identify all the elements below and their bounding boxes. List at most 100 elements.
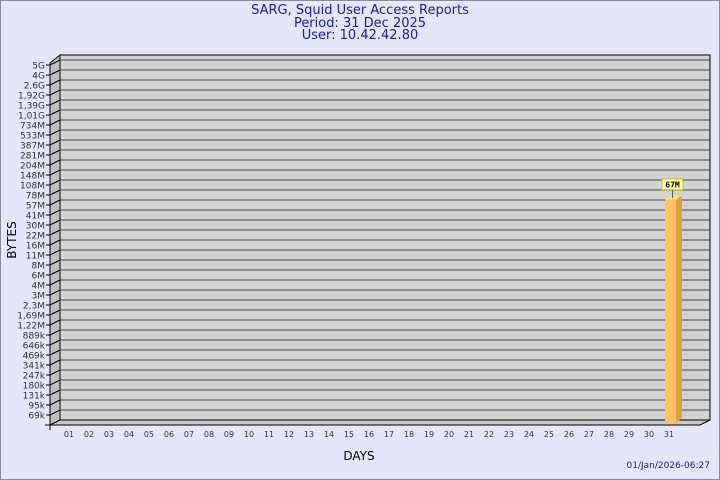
grid-diagonal: [49, 209, 61, 216]
y-tick-label: 11M: [26, 252, 45, 262]
x-tick-label: 25: [544, 430, 554, 439]
data-label: 67M: [665, 180, 680, 189]
x-tick-label: 01: [64, 430, 74, 439]
x-tick-label: 27: [584, 430, 594, 439]
grid-diagonal: [49, 309, 61, 316]
footer-timestamp: 01/Jan/2026-06:27: [626, 461, 710, 471]
y-tick-label: 4M: [32, 282, 46, 292]
x-tick-label: 12: [284, 430, 294, 439]
y-tick-label: 533M: [20, 132, 45, 142]
grid-diagonal: [49, 239, 61, 246]
grid-diagonal: [49, 259, 61, 266]
grid-diagonal: [49, 299, 61, 306]
grid-diagonal: [49, 329, 61, 336]
y-tick-label: 108M: [20, 182, 45, 192]
grid-diagonal: [49, 179, 61, 186]
grid-diagonal: [49, 369, 61, 376]
y-tick-label: 22M: [26, 232, 45, 242]
y-tick-label: 16M: [26, 242, 45, 252]
y-tick-label: 2,6G: [24, 82, 45, 92]
y-tick-label: 1,22M: [17, 322, 45, 332]
grid-diagonal: [49, 79, 61, 86]
chart-period: Period: 31 Dec 2025: [293, 16, 427, 31]
grid-diagonal: [49, 129, 61, 136]
grid-diagonal: [49, 359, 61, 366]
grid-diagonal: [49, 409, 61, 416]
x-tick-label: 29: [624, 430, 634, 439]
grid-diagonal: [49, 199, 61, 206]
x-tick-label: 11: [264, 430, 274, 439]
grid-diagonal: [49, 399, 61, 406]
y-axis-label: BYTES: [5, 221, 19, 258]
grid-diagonal: [49, 339, 61, 346]
x-tick-label: 31: [664, 430, 674, 439]
bar: [665, 199, 676, 423]
y-tick-label: 41M: [26, 212, 45, 222]
x-tick-label: 13: [304, 430, 314, 439]
y-tick-label: 1,01G: [18, 112, 45, 122]
y-tick-label: 131k: [23, 392, 46, 402]
y-tick-label: 69k: [28, 412, 45, 422]
y-tick-label: 204M: [20, 162, 45, 172]
x-tick-label: 28: [604, 430, 614, 439]
grid-diagonal: [49, 279, 61, 286]
grid-diagonal: [49, 159, 61, 166]
grid-diagonal: [49, 189, 61, 196]
data-label-box: [661, 178, 684, 191]
x-tick-label: 24: [524, 430, 534, 439]
y-tick-label: 6M: [32, 272, 46, 282]
grid-diagonal: [49, 349, 61, 356]
x-tick-label: 23: [504, 430, 514, 439]
chart-title: SARG, Squid User Access Reports: [251, 3, 469, 18]
y-tick-label: 8M: [32, 262, 46, 272]
x-tick-label: 17: [384, 430, 394, 439]
y-tick-label: 95k: [28, 402, 45, 412]
grid-diagonal: [49, 69, 61, 76]
x-tick-label: 05: [144, 430, 154, 439]
y-tick-label: 1,92G: [18, 92, 45, 102]
y-tick-label: 5G: [32, 62, 45, 72]
y-tick-label: 78M: [26, 192, 45, 202]
grid-diagonal: [49, 389, 61, 396]
x-tick-label: 26: [564, 430, 574, 439]
bar-top: [665, 194, 682, 200]
grid-diagonal: [49, 289, 61, 296]
x-tick-label: 21: [464, 430, 474, 439]
y-tick-label: 1,39G: [18, 102, 45, 112]
grid-diagonal: [49, 139, 61, 146]
x-tick-label: 02: [84, 430, 94, 439]
x-tick-label: 03: [104, 430, 114, 439]
x-tick-label: 08: [204, 430, 214, 439]
x-tick-label: 22: [484, 430, 494, 439]
x-tick-label: 18: [404, 430, 414, 439]
x-tick-label: 30: [644, 430, 654, 439]
grid-diagonal: [49, 379, 61, 386]
y-tick-label: 341k: [23, 362, 46, 372]
y-tick-label: 2,3M: [23, 302, 45, 312]
grid-diagonal: [49, 219, 61, 226]
y-tick-label: 387M: [20, 142, 45, 152]
grid-diagonal: [49, 229, 61, 236]
y-tick-label: 469k: [23, 352, 46, 362]
y-tick-label: 247k: [23, 372, 46, 382]
x-tick-label: 07: [184, 430, 194, 439]
y-tick-label: 180k: [23, 382, 46, 392]
x-tick-label: 19: [424, 430, 434, 439]
grid-diagonal: [49, 149, 61, 156]
y-tick-label: 30M: [26, 222, 45, 232]
y-tick-label: 281M: [20, 152, 45, 162]
x-tick-label: 15: [344, 430, 354, 439]
grid-diagonal: [49, 249, 61, 256]
y-tick-label: 1,69M: [17, 312, 45, 322]
plot-floor: [49, 419, 711, 426]
x-axis-label: DAYS: [343, 449, 374, 463]
y-tick-label: 734M: [20, 122, 45, 132]
y-tick-label: 57M: [26, 202, 45, 212]
y-tick-label: 3M: [32, 292, 46, 302]
x-tick-label: 20: [444, 430, 454, 439]
chart-user: User: 10.42.42.80: [301, 28, 419, 43]
bar-side: [676, 194, 682, 423]
grid-diagonal: [49, 99, 61, 106]
x-tick-label: 06: [164, 430, 174, 439]
